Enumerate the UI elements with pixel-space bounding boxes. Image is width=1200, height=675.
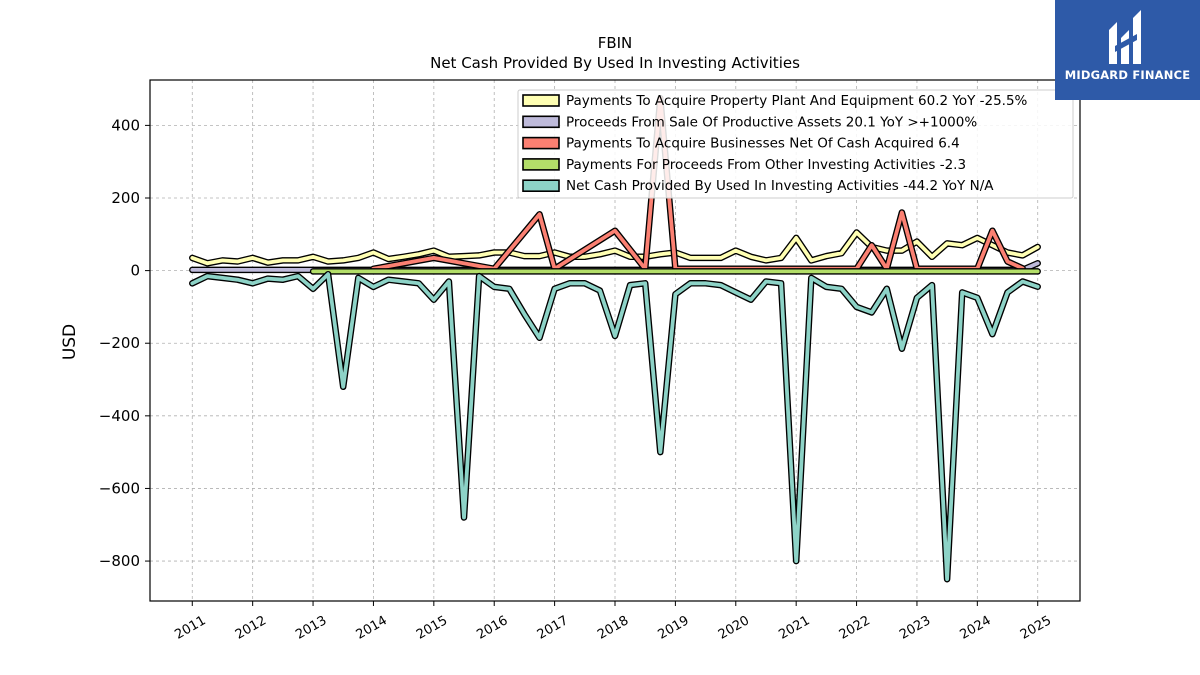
legend-swatch — [522, 179, 560, 192]
y-tick-label: 0 — [130, 262, 140, 280]
legend-label: Payments To Acquire Businesses Net Of Ca… — [566, 136, 960, 152]
legend-swatch — [522, 158, 560, 171]
x-tick-label: 2024 — [958, 613, 994, 643]
legend-label: Proceeds From Sale Of Productive Assets … — [566, 114, 977, 130]
series-5 — [189, 270, 1041, 583]
x-tick-label: 2020 — [716, 613, 752, 643]
x-tick-label: 2023 — [897, 613, 933, 643]
chart-title: FBIN — [598, 34, 633, 52]
x-tick-label: 2025 — [1018, 613, 1054, 643]
x-tick-label: 2017 — [535, 613, 571, 643]
x-tick-label: 2022 — [837, 613, 873, 643]
series-1 — [189, 229, 1041, 267]
series-line — [190, 272, 1040, 582]
y-tick-label: −200 — [99, 334, 140, 352]
y-tick-label: −400 — [99, 407, 140, 425]
y-tick-label: 200 — [111, 189, 140, 207]
x-tick-label: 2011 — [172, 613, 208, 643]
x-tick-label: 2018 — [595, 613, 631, 643]
legend-box — [517, 89, 1074, 199]
legend-label: Payments For Proceeds From Other Investi… — [566, 157, 966, 173]
series-layer — [189, 94, 1041, 583]
brand-logo: MIDGARD FINANCE — [1055, 0, 1200, 100]
chart-subtitle: Net Cash Provided By Used In Investing A… — [430, 54, 800, 72]
y-tick-label: 400 — [111, 116, 140, 134]
legend-swatch — [522, 136, 560, 150]
midgard-logo-icon — [1109, 10, 1141, 64]
legend-label: Net Cash Provided By Used In Investing A… — [566, 178, 994, 194]
legend-swatch — [522, 94, 560, 107]
y-axis-label: USD — [60, 324, 80, 360]
legend-label: Payments To Acquire Property Plant And E… — [566, 93, 1028, 109]
x-tick-label: 2012 — [233, 613, 269, 643]
y-tick-label: −800 — [99, 552, 140, 570]
x-tick-label: 2016 — [474, 613, 510, 643]
brand-name: MIDGARD FINANCE — [1064, 68, 1191, 82]
legend-swatch — [522, 115, 560, 129]
x-tick-label: 2013 — [293, 613, 329, 643]
legend: Payments To Acquire Property Plant And E… — [517, 89, 1074, 199]
x-tick-label: 2021 — [776, 613, 812, 643]
x-tick-label: 2014 — [354, 613, 390, 643]
y-tick-label: −600 — [99, 479, 140, 497]
x-tick-label: 2015 — [414, 613, 450, 643]
x-tick-label: 2019 — [656, 613, 692, 643]
